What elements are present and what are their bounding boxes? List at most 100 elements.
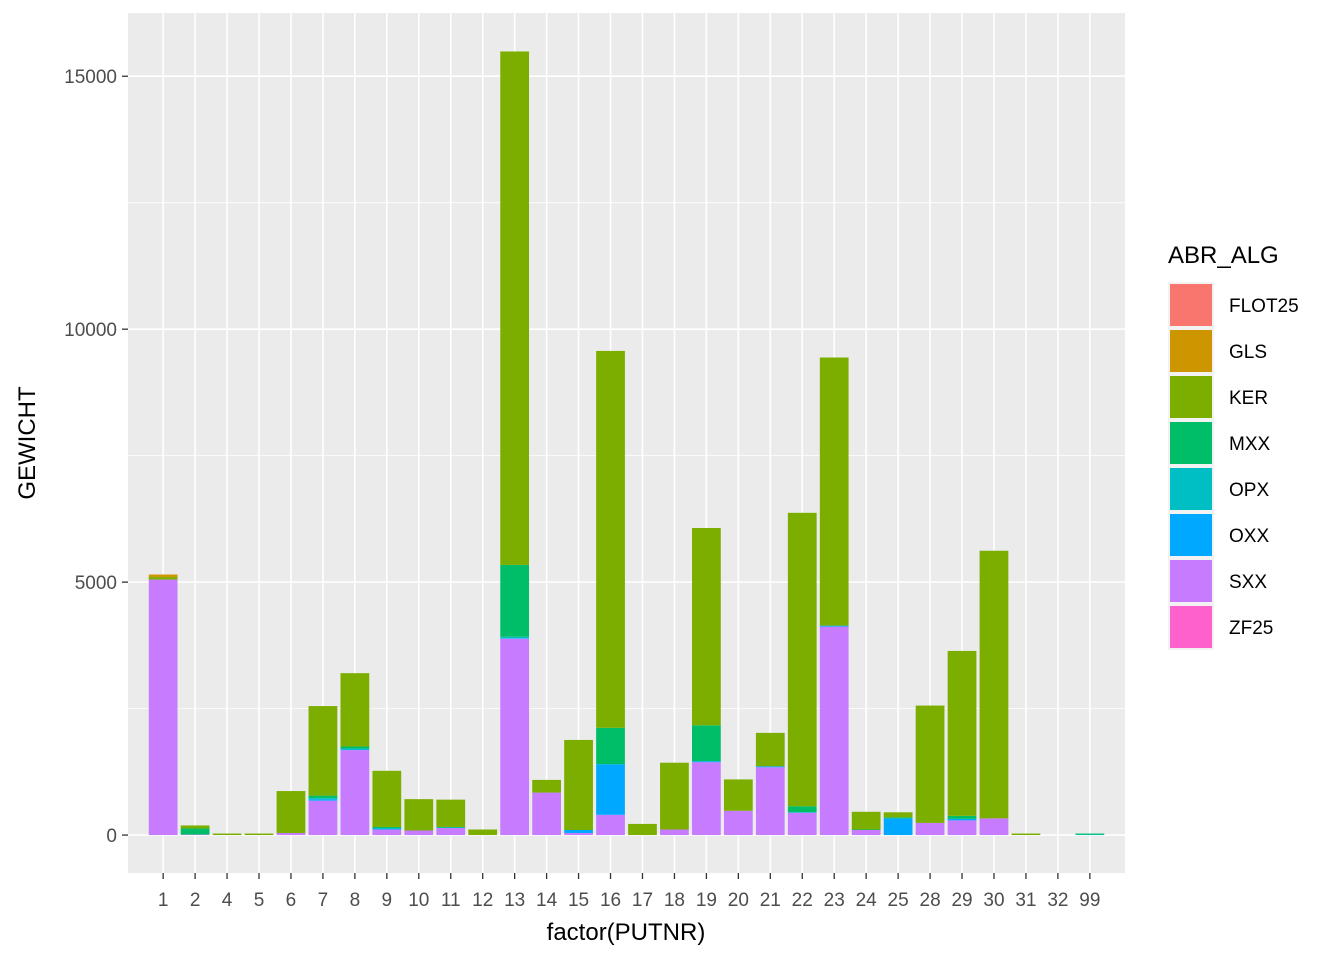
- bar-segment: [787, 806, 817, 813]
- bar-segment: [148, 574, 178, 578]
- bar-segment: [947, 815, 977, 819]
- x-tick-label: 12: [472, 890, 493, 911]
- bar-segment: [340, 750, 370, 836]
- bar-segment: [276, 791, 306, 834]
- x-tick-label: 17: [632, 890, 653, 911]
- bar-segment: [308, 795, 338, 799]
- bar-segment: [692, 527, 721, 726]
- y-tick-label: 10000: [64, 320, 117, 341]
- bar-segment: [148, 577, 178, 580]
- bar-segment: [755, 766, 785, 768]
- legend-label: FLOT25: [1229, 296, 1299, 317]
- bar-segment: [500, 638, 530, 639]
- x-tick-label: 8: [350, 890, 361, 911]
- x-tick-label: 13: [504, 890, 525, 911]
- x-tick-label: 22: [792, 890, 813, 911]
- x-tick-label: 16: [600, 890, 621, 911]
- x-tick-label: 14: [536, 890, 558, 911]
- bar-segment: [436, 827, 466, 836]
- bar-segment: [979, 818, 1009, 836]
- legend-swatch: [1170, 284, 1212, 326]
- legend: ABR_ALG FLOT25 GLS KER MXX OPX OXX SXX ZF25: [1168, 242, 1299, 650]
- x-tick-label: 11: [441, 890, 461, 911]
- bar-segment: [340, 746, 370, 749]
- bar-segment: [564, 833, 593, 836]
- y-axis: 0 5000 10000 15000: [64, 67, 128, 847]
- bar-segment: [500, 636, 530, 639]
- bar-segment: [500, 638, 530, 836]
- bar-segment: [596, 764, 625, 815]
- bar-segment: [596, 814, 625, 836]
- x-tick-label: 24: [856, 890, 878, 911]
- bar-segment: [436, 799, 466, 827]
- bar-segment: [148, 579, 178, 836]
- bar-segment: [819, 626, 849, 836]
- bar-segment: [692, 762, 721, 836]
- bar-segment: [915, 822, 945, 836]
- legend-title: ABR_ALG: [1168, 242, 1279, 269]
- x-tick-label: 5: [254, 890, 265, 911]
- bar-segment: [915, 705, 945, 823]
- bar-segment: [660, 829, 689, 836]
- bar-segment: [500, 51, 530, 565]
- x-tick-label: 10: [408, 890, 429, 911]
- bar-segment: [883, 812, 913, 818]
- bar-segment: [564, 830, 593, 834]
- bar-segment: [180, 834, 210, 836]
- bar-segment: [755, 767, 785, 836]
- y-tick-label: 0: [106, 826, 117, 847]
- bar-segment: [372, 829, 402, 836]
- bar-segment: [723, 810, 753, 836]
- x-tick-label: 31: [1015, 890, 1036, 911]
- x-tick-label: 18: [664, 890, 685, 911]
- legend-swatch: [1170, 330, 1212, 372]
- x-tick-label: 4: [222, 890, 233, 911]
- bars: [148, 51, 1105, 836]
- x-tick-label: 20: [728, 890, 749, 911]
- x-tick-label: 1: [158, 890, 169, 911]
- bar-segment: [308, 799, 338, 801]
- bar-segment: [692, 725, 721, 762]
- bar-segment: [308, 798, 338, 800]
- bar-segment: [180, 825, 210, 829]
- y-tick-label: 15000: [64, 67, 117, 88]
- bar-segment: [404, 830, 434, 836]
- bar-segment: [244, 833, 274, 836]
- bar-segment: [500, 564, 530, 637]
- bar-segment: [564, 739, 593, 830]
- legend-label: MXX: [1229, 434, 1271, 455]
- bar-segment: [308, 706, 338, 796]
- bar-segment: [1075, 834, 1105, 836]
- legend-label: ZF25: [1229, 618, 1273, 639]
- bar-segment: [851, 811, 881, 830]
- bar-segment: [851, 829, 881, 830]
- x-tick-label: 23: [824, 890, 845, 911]
- legend-swatch: [1170, 468, 1212, 510]
- bar-segment: [787, 512, 817, 807]
- bar-segment: [372, 828, 402, 830]
- x-axis-title: factor(PUTNR): [547, 919, 706, 946]
- x-tick-label: 29: [951, 890, 972, 911]
- bar-segment: [947, 820, 977, 836]
- bar-segment: [755, 732, 785, 767]
- bar-segment: [787, 812, 817, 813]
- bar-segment: [883, 818, 913, 836]
- bar-segment: [180, 828, 210, 835]
- x-tick-label: 30: [983, 890, 1004, 911]
- bar-segment: [532, 779, 561, 793]
- bar-segment: [1011, 833, 1041, 836]
- x-tick-label: 2: [190, 890, 201, 911]
- bar-segment: [1075, 833, 1105, 835]
- bar-segment: [340, 673, 370, 747]
- legend-label: SXX: [1229, 572, 1267, 593]
- legend-label: KER: [1229, 388, 1268, 409]
- bar-segment: [883, 817, 913, 819]
- bar-segment: [468, 829, 498, 836]
- bar-segment: [372, 826, 402, 828]
- bar-segment: [692, 761, 721, 763]
- x-tick-label: 25: [888, 890, 909, 911]
- legend-label: OXX: [1229, 526, 1269, 547]
- legend-label: GLS: [1229, 342, 1267, 363]
- bar-segment: [212, 833, 242, 836]
